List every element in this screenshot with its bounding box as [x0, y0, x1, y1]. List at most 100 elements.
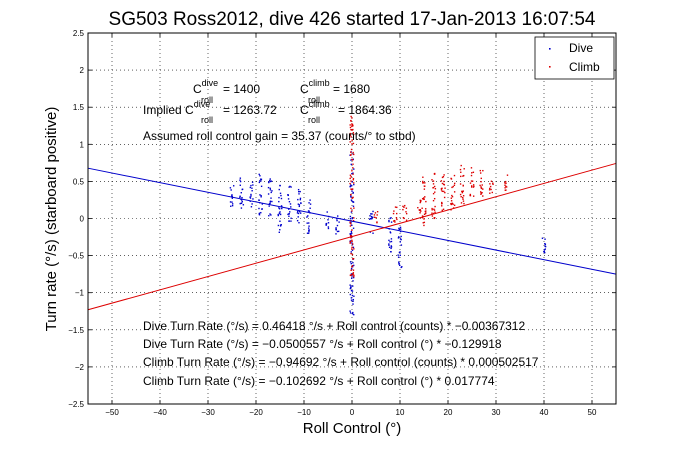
data-point-dive	[352, 192, 354, 194]
data-point-dive	[336, 218, 338, 220]
y-tick-label: 2.5	[73, 29, 85, 38]
data-point-dive	[371, 216, 373, 219]
data-point-climb	[352, 132, 355, 134]
data-point-dive	[398, 264, 401, 267]
data-point-climb	[405, 212, 408, 215]
y-tick-label: −0.5	[68, 252, 84, 261]
data-point-dive	[350, 195, 352, 197]
data-point-dive	[352, 246, 355, 249]
data-point-climb	[480, 181, 482, 183]
data-point-dive	[350, 267, 353, 270]
fit-lines	[87, 162, 617, 311]
data-point-dive	[350, 289, 353, 292]
data-point-climb	[431, 212, 433, 214]
data-point-climb	[417, 206, 419, 209]
data-point-dive	[351, 224, 353, 226]
data-point-climb	[375, 217, 377, 219]
data-point-dive	[400, 235, 402, 238]
data-point-dive	[249, 196, 251, 198]
legend-label-dive: Dive	[569, 41, 593, 55]
implied-dive: Implied Cdive	[143, 99, 210, 117]
data-point-climb	[472, 195, 475, 197]
implied-dive-value: = 1263.72	[223, 103, 277, 117]
data-point-climb	[402, 205, 404, 208]
data-point-climb	[433, 197, 436, 200]
data-point-dive	[258, 207, 260, 210]
data-point-dive	[351, 294, 354, 297]
data-point-dive	[399, 228, 402, 230]
data-point-dive	[250, 184, 252, 187]
data-point-dive	[327, 219, 329, 221]
data-point-dive	[277, 224, 280, 227]
data-point-dive	[279, 192, 282, 195]
data-point-climb	[460, 164, 462, 167]
data-point-dive	[297, 210, 299, 213]
data-point-climb	[423, 218, 425, 220]
y-tick-label: −1	[75, 289, 85, 298]
data-point-dive	[309, 203, 312, 205]
data-point-dive	[351, 190, 353, 192]
data-point-dive	[388, 239, 390, 242]
data-point-climb	[393, 210, 395, 212]
x-axis-label: Roll Control (°)	[303, 420, 402, 437]
data-point-dive	[388, 246, 391, 249]
data-point-climb	[352, 179, 354, 181]
data-point-dive	[307, 210, 310, 212]
c-roll-climb-sub: roll	[308, 95, 320, 105]
data-point-climb	[350, 180, 352, 182]
data-point-dive	[258, 213, 260, 215]
data-point-dive	[231, 195, 233, 198]
data-point-dive	[352, 262, 354, 264]
data-point-dive	[231, 194, 233, 196]
data-point-dive	[388, 243, 390, 245]
data-point-dive	[350, 199, 353, 201]
data-point-climb	[422, 176, 424, 178]
data-point-dive	[229, 201, 232, 203]
data-point-dive	[350, 184, 352, 186]
data-point-dive	[544, 245, 546, 247]
data-point-climb	[349, 234, 352, 237]
data-point-climb	[480, 192, 482, 194]
data-point-dive	[269, 189, 272, 191]
data-point-climb	[373, 216, 376, 218]
data-point-climb	[376, 211, 379, 213]
data-point-climb	[353, 248, 355, 250]
y-tick-label: 2	[80, 66, 85, 75]
data-point-dive	[308, 225, 310, 227]
data-point-dive	[399, 241, 402, 243]
c-roll-dive-sub: roll	[201, 95, 213, 105]
data-point-climb	[351, 124, 353, 126]
data-point-climb	[505, 182, 507, 185]
data-point-climb	[423, 224, 425, 227]
data-point-dive	[289, 203, 292, 205]
data-point-dive	[400, 244, 403, 246]
data-point-dive	[397, 254, 399, 256]
data-point-dive	[279, 220, 281, 222]
data-point-dive	[350, 196, 352, 198]
data-point-dive	[353, 264, 355, 267]
x-tick-label: 10	[396, 408, 405, 417]
data-point-dive	[349, 310, 351, 312]
data-point-dive	[335, 227, 337, 229]
data-point-dive	[297, 198, 299, 201]
data-point-climb	[471, 172, 473, 174]
data-point-climb	[472, 184, 475, 186]
data-point-climb	[453, 204, 456, 206]
data-point-dive	[352, 303, 354, 305]
data-point-dive	[299, 212, 302, 214]
data-point-dive	[308, 202, 310, 204]
data-point-climb	[505, 185, 507, 188]
coefficient-annotations: Cdive roll = 1400 Cclimb roll = 1680 Imp…	[143, 78, 416, 143]
data-point-climb	[351, 143, 353, 145]
data-point-climb	[425, 200, 427, 203]
data-point-climb	[352, 269, 355, 271]
data-point-dive	[288, 200, 291, 203]
x-tick-label: 40	[540, 408, 549, 417]
data-point-dive	[231, 203, 234, 205]
data-point-climb	[460, 202, 463, 204]
data-point-climb	[461, 190, 464, 193]
data-point-dive	[239, 179, 241, 181]
data-point-climb	[350, 223, 352, 225]
data-point-climb	[432, 183, 435, 185]
